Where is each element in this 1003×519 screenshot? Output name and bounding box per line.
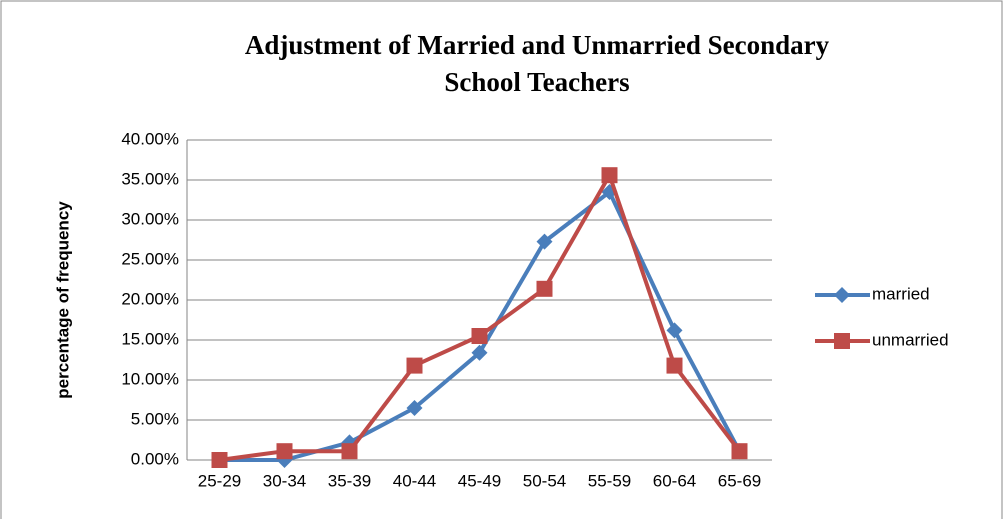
legend-label: married — [872, 284, 930, 303]
x-tick-label: 30-34 — [263, 471, 306, 490]
point — [666, 357, 683, 374]
x-tick-label: 35-39 — [328, 471, 371, 490]
point — [471, 328, 488, 344]
legend-marker — [834, 287, 850, 303]
point — [276, 443, 293, 460]
x-tick-label: 60-64 — [653, 471, 696, 490]
x-tick-label: 55-59 — [588, 471, 631, 490]
y-tick-label: 20.00% — [121, 289, 179, 308]
x-tick-label: 45-49 — [458, 471, 501, 490]
y-tick-label: 10.00% — [121, 369, 179, 388]
point — [341, 443, 358, 460]
point — [471, 344, 488, 361]
point — [731, 443, 748, 460]
point — [666, 322, 683, 339]
x-tick-label: 40-44 — [393, 471, 436, 490]
x-tick-label: 25-29 — [198, 471, 241, 490]
y-tick-label: 0.00% — [131, 449, 179, 468]
y-tick-label: 15.00% — [121, 329, 179, 348]
legend-marker — [834, 333, 850, 349]
y-axis-label: percentage of frequency — [53, 201, 72, 399]
point — [211, 452, 228, 468]
y-tick-label: 5.00% — [131, 409, 179, 428]
y-tick-label: 25.00% — [121, 249, 179, 268]
point — [536, 233, 553, 250]
point — [406, 357, 423, 374]
x-tick-label: 50-54 — [523, 471, 566, 490]
point — [406, 400, 423, 416]
legend-label: unmarried — [872, 330, 949, 349]
x-tick-label: 65-69 — [718, 471, 761, 490]
point — [536, 280, 553, 297]
y-tick-label: 30.00% — [121, 209, 179, 228]
y-tick-label: 35.00% — [121, 169, 179, 188]
chart-title: Adjustment of Married and Unmarried Seco… — [245, 30, 830, 97]
point — [601, 167, 618, 184]
y-tick-label: 40.00% — [121, 129, 179, 148]
